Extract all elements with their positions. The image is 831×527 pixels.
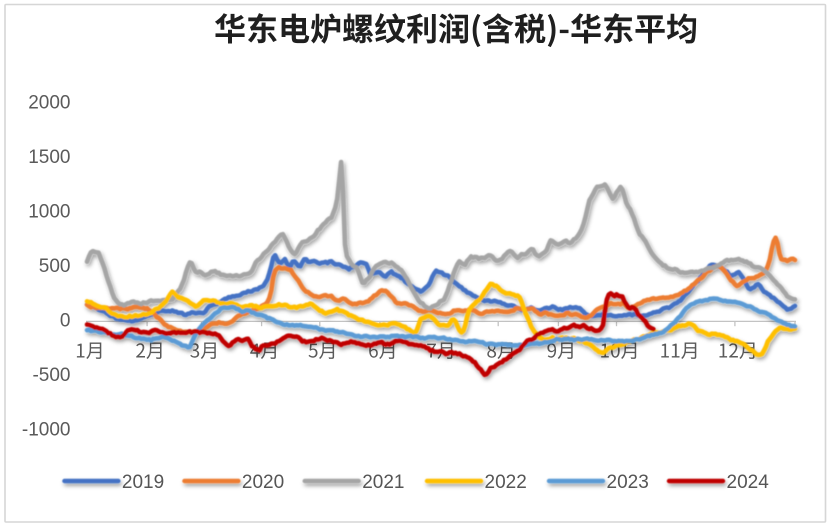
svg-text:2020: 2020 [242, 472, 284, 493]
svg-text:500: 500 [39, 256, 71, 277]
svg-text:2023: 2023 [607, 472, 649, 493]
svg-text:1500: 1500 [28, 147, 70, 168]
svg-text:0: 0 [60, 311, 71, 332]
svg-text:2019: 2019 [122, 472, 164, 493]
svg-text:2000: 2000 [28, 92, 70, 113]
svg-text:1000: 1000 [28, 202, 70, 223]
svg-text:2021: 2021 [362, 472, 404, 493]
svg-text:-500: -500 [32, 365, 70, 386]
svg-text:-1000: -1000 [22, 420, 71, 441]
svg-text:2022: 2022 [485, 472, 527, 493]
svg-text:2024: 2024 [727, 472, 770, 493]
